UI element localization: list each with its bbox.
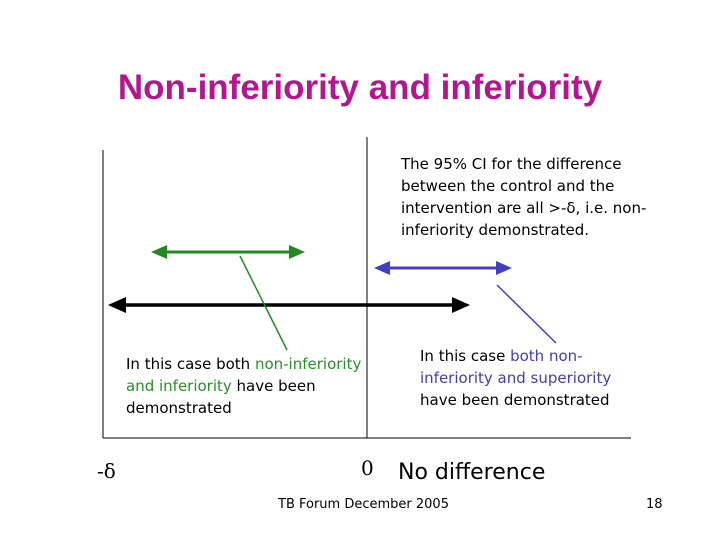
left-annotation: In this case both non-inferiority and in… (126, 353, 366, 419)
black-interval (108, 297, 470, 313)
right-annotation-suffix: have been demonstrated (420, 391, 610, 409)
delta-label: -δ (97, 459, 116, 483)
green-interval (151, 245, 305, 259)
left-annotation-prefix: In this case both (126, 355, 255, 373)
page-number: 18 (646, 497, 663, 512)
no-difference-label: No difference (398, 460, 546, 485)
left-annotation-suffix: have been demonstrated (126, 377, 316, 417)
right-annotation-highlight: both non-inferiority and superiority (420, 347, 612, 387)
right-annotation: In this case both non-inferiority and su… (420, 345, 650, 411)
right-annotation-prefix: In this case (420, 347, 511, 365)
top-annotation: The 95% CI for the difference between th… (401, 155, 647, 239)
slide-title: Non-inferiority and inferiority (117, 68, 603, 107)
green-callout-line (239, 255, 288, 351)
zero-label: 0 (361, 456, 374, 480)
blue-callout-line (496, 284, 557, 344)
blue-interval (374, 261, 512, 275)
left-annotation-highlight: non-inferiority and inferiority (126, 355, 362, 395)
footer-text: TB Forum December 2005 (278, 497, 449, 512)
